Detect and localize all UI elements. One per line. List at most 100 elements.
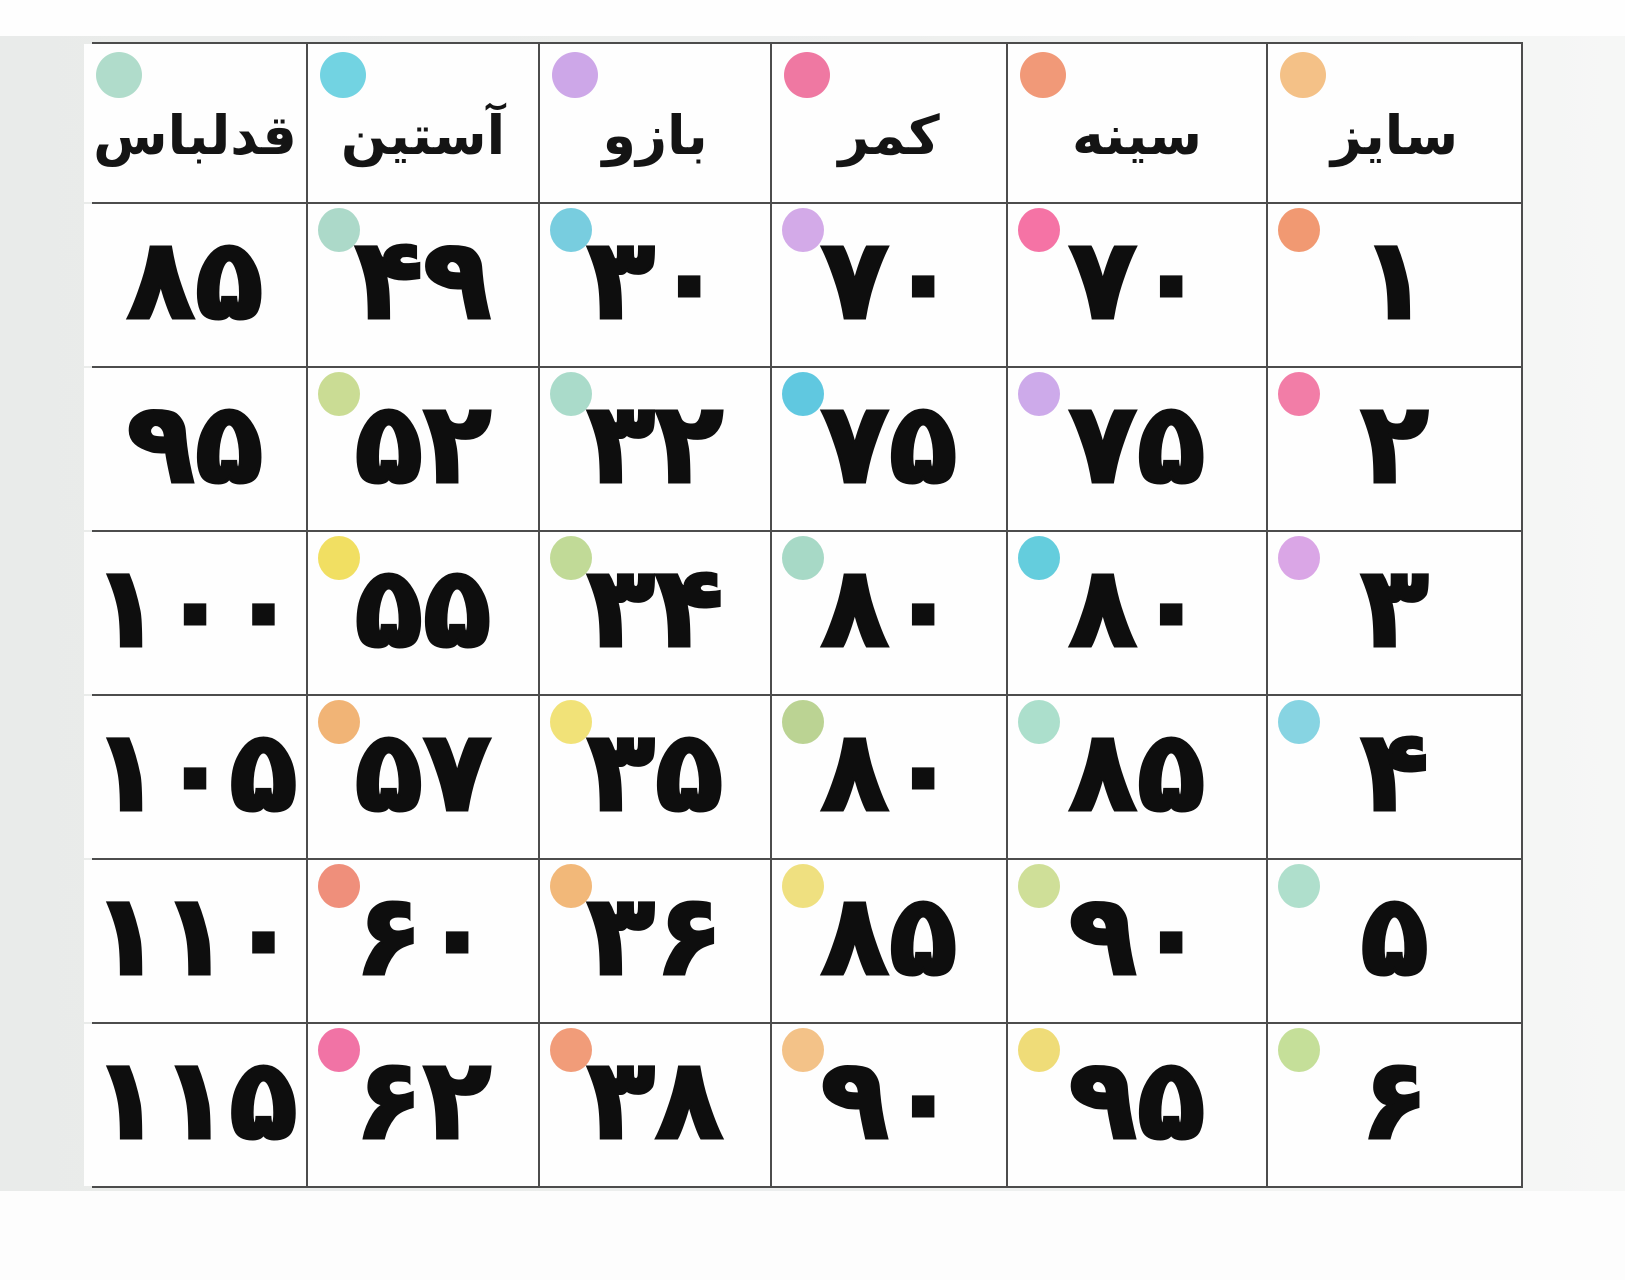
color-dot-icon [782,1028,824,1072]
color-dot-icon [1280,52,1326,98]
header-cell-length: قدلباس [84,44,306,202]
header-cell-waist: کمر [772,44,1006,202]
table-cell: ۸۵ [772,860,1006,1022]
column-header-label: کمر [838,104,940,167]
table-cell: ۴ [1268,696,1521,858]
cell-value: ۱۱۵ [91,1035,298,1165]
color-dot-icon [782,208,824,252]
table-cell: ۴۹ [308,204,538,366]
color-dot-icon [1278,864,1320,908]
table-cell: ۱۱۰ [84,860,306,1022]
table-cell: ۵۷ [308,696,538,858]
color-dot-icon [1278,536,1320,580]
cell-value: ۳۴ [585,543,724,673]
table-cell: ۵ [1268,860,1521,1022]
color-dot-icon [782,372,824,416]
column-header-label: قدلباس [93,104,297,167]
color-dot-icon [1278,372,1320,416]
header-cell-chest: سینه [1008,44,1266,202]
cell-value: ۴ [1359,707,1429,837]
table-cell: ۱۱۵ [84,1024,306,1186]
table-cell: ۳۲ [540,368,770,530]
table-cell: ۵۵ [308,532,538,694]
cell-value: ۹۰ [819,1035,958,1165]
cell-value: ۳۶ [585,871,724,1001]
color-dot-icon [96,52,142,98]
color-dot-icon [552,52,598,98]
cell-value: ۵ [1359,871,1429,1001]
table-cell: ۱۰۰ [84,532,306,694]
cell-value: ۵۵ [353,543,492,673]
table-cell: ۷۵ [772,368,1006,530]
column-header-label: آستین [340,104,506,167]
cell-value: ۸۵ [1067,707,1206,837]
cell-value: ۷۵ [819,379,958,509]
cell-value: ۹۰ [1067,871,1206,1001]
table-cell: ۱۰۵ [84,696,306,858]
cell-value: ۱ [1359,215,1429,345]
color-dot-icon [782,864,824,908]
color-dot-icon [320,52,366,98]
cell-value: ۴۹ [353,215,492,345]
table-cell: ۹۰ [772,1024,1006,1186]
table-cell: ۳۸ [540,1024,770,1186]
table-cell: ۳۶ [540,860,770,1022]
cell-value: ۲ [1359,379,1429,509]
header-cell-sleeve: آستین [308,44,538,202]
color-dot-icon [318,864,360,908]
cell-value: ۷۰ [819,215,958,345]
color-dot-icon [318,208,360,252]
table-cell: ۹۵ [1008,1024,1266,1186]
color-dot-icon [318,372,360,416]
table-cell: ۳۴ [540,532,770,694]
color-dot-icon [550,208,592,252]
color-dot-icon [550,372,592,416]
cell-value: ۳۰ [585,215,724,345]
color-dot-icon [1278,700,1320,744]
cell-value: ۸۰ [819,543,958,673]
cell-value: ۵۷ [353,707,492,837]
column-header-label: سینه [1072,104,1202,167]
table-cell: ۲ [1268,368,1521,530]
table-cell: ۸۵ [84,204,306,366]
cell-value: ۸۵ [819,871,958,1001]
cell-value: ۸۵ [125,215,264,345]
cell-value: ۵۲ [353,379,492,509]
cell-value: ۸۰ [1067,543,1206,673]
table-cell: ۶۰ [308,860,538,1022]
table-cell: ۹۵ [84,368,306,530]
cell-value: ۱۱۰ [91,871,298,1001]
color-dot-icon [1278,1028,1320,1072]
color-dot-icon [1018,700,1060,744]
column-header-label: سایز [1330,104,1459,167]
table-cell: ۷۰ [1008,204,1266,366]
table-cell: ۷۰ [772,204,1006,366]
color-dot-icon [318,1028,360,1072]
table-cell: ۸۵ [1008,696,1266,858]
table-cell: ۳ [1268,532,1521,694]
table-cell: ۸۰ [772,532,1006,694]
cell-value: ۳ [1359,543,1429,673]
color-dot-icon [1278,208,1320,252]
table-cell: ۱ [1268,204,1521,366]
table-cell: ۳۰ [540,204,770,366]
header-cell-arm: بازو [540,44,770,202]
color-dot-icon [782,700,824,744]
cell-value: ۱۰۰ [91,543,298,673]
table-cell: ۸۰ [772,696,1006,858]
color-dot-icon [1018,1028,1060,1072]
color-dot-icon [318,536,360,580]
color-dot-icon [1018,208,1060,252]
color-dot-icon [1018,536,1060,580]
size-chart-table: سایز سینه کمر بازو آستین قدلباس ۱ [84,42,1523,1188]
cell-value: ۶۲ [353,1035,492,1165]
color-dot-icon [1018,864,1060,908]
cell-value: ۱۰۵ [91,707,298,837]
cell-value: ۳۲ [585,379,724,509]
color-dot-icon [1020,52,1066,98]
column-header-label: بازو [602,104,708,167]
table-cell: ۹۰ [1008,860,1266,1022]
table-cell: ۵۲ [308,368,538,530]
table-cell: ۷۵ [1008,368,1266,530]
cell-value: ۷۵ [1067,379,1206,509]
